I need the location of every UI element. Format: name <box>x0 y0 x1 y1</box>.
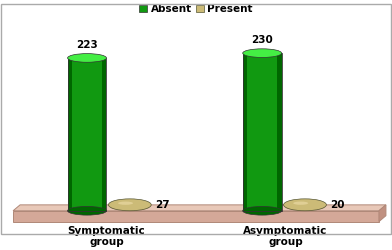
Ellipse shape <box>243 206 281 215</box>
Bar <box>67 58 72 211</box>
Bar <box>67 58 107 211</box>
Bar <box>243 53 281 211</box>
Ellipse shape <box>286 205 324 210</box>
Ellipse shape <box>118 202 133 205</box>
Bar <box>243 53 247 211</box>
Bar <box>13 211 379 222</box>
Ellipse shape <box>67 54 107 62</box>
Polygon shape <box>379 205 386 222</box>
Bar <box>247 53 277 211</box>
Text: Asymptomatic
group: Asymptomatic group <box>243 226 328 247</box>
Ellipse shape <box>243 49 281 58</box>
Ellipse shape <box>109 199 151 211</box>
Ellipse shape <box>67 206 107 215</box>
Text: 223: 223 <box>76 40 98 50</box>
Ellipse shape <box>111 205 149 210</box>
Polygon shape <box>13 205 386 211</box>
Bar <box>102 58 107 211</box>
Bar <box>72 58 102 211</box>
Text: Symptomatic
group: Symptomatic group <box>67 226 145 247</box>
Text: 230: 230 <box>251 35 273 45</box>
Ellipse shape <box>293 202 308 205</box>
Legend: Absent, Present: Absent, Present <box>135 0 257 18</box>
Ellipse shape <box>283 199 327 211</box>
Text: 27: 27 <box>155 200 170 210</box>
Bar <box>277 53 281 211</box>
Text: 20: 20 <box>330 200 345 210</box>
